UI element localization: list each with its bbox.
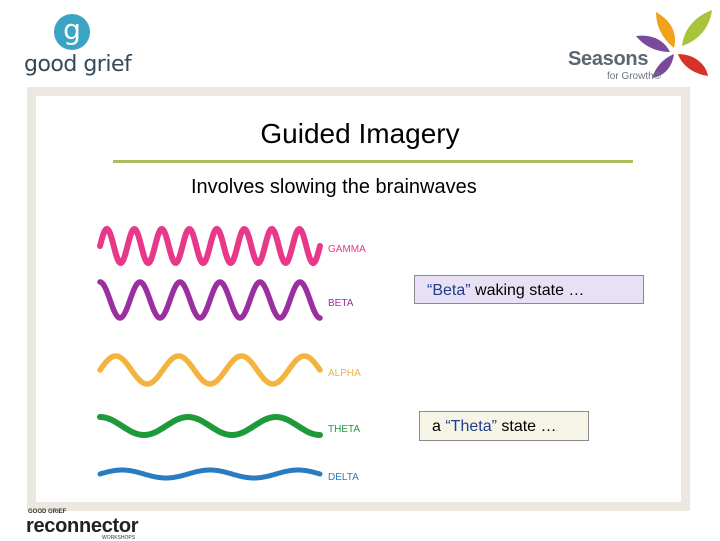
good-grief-logo-mark: g — [54, 14, 90, 50]
theta-quote: “Theta” — [445, 418, 497, 435]
reconnector-logo-top: GOOD GRIEF — [28, 509, 67, 515]
wave-label-alpha: ALPHA — [328, 368, 361, 379]
wave-alpha — [97, 353, 323, 387]
theta-prefix: a — [432, 418, 446, 435]
slide-title: Guided Imagery — [260, 118, 460, 149]
beta-quote: “Beta” — [427, 282, 471, 299]
seasons-logo-subtitle: for Growth® — [607, 71, 662, 82]
reconnector-logo-sub: WORKSHOPS — [102, 535, 136, 541]
wave-delta — [97, 467, 323, 481]
wave-label-theta: THETA — [328, 424, 360, 435]
beta-text: waking state … — [470, 282, 585, 299]
slide-subtitle: Involves slowing the brainwaves — [191, 176, 477, 198]
wave-theta — [97, 414, 323, 438]
seasons-logo-title: Seasons — [568, 48, 649, 70]
reconnector-logo: GOOD GRIEF reconnector WORKSHOPS — [26, 506, 166, 541]
good-grief-logo: g good grief — [24, 14, 134, 84]
leaves-icon — [636, 10, 712, 78]
brainwave-diagram: GAMMA BETA ALPHA THETA DELTA — [97, 225, 366, 483]
wave-beta — [97, 279, 323, 321]
seasons-for-growth-logo: Seasons for Growth® — [564, 6, 714, 86]
theta-text: state … — [496, 418, 557, 435]
reconnector-logo-main: reconnector — [26, 515, 139, 537]
good-grief-logo-text: good grief — [24, 52, 132, 77]
theta-state-callout: a “Theta” state … — [419, 411, 589, 441]
beta-state-callout: “Beta” waking state … — [414, 275, 644, 304]
wave-label-gamma: GAMMA — [328, 244, 366, 255]
wave-gamma — [97, 225, 323, 267]
title-divider — [113, 160, 633, 163]
wave-label-beta: BETA — [328, 298, 354, 309]
wave-label-delta: DELTA — [328, 472, 359, 483]
